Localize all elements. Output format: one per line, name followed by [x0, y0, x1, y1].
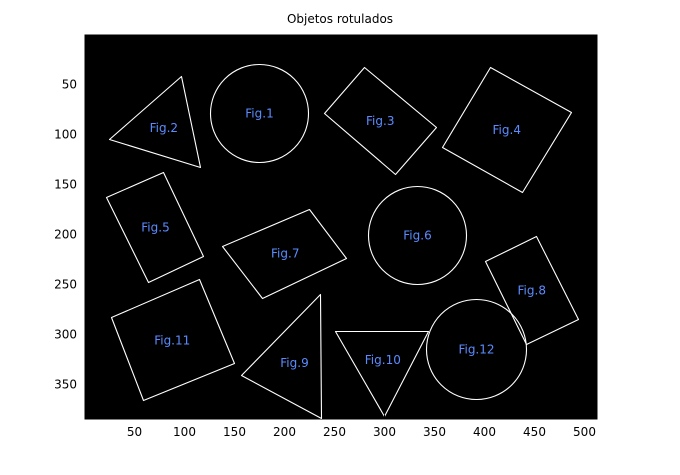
triangle-outline — [240, 293, 323, 420]
object-label: Fig.9 — [280, 356, 308, 370]
x-tick-label: 300 — [373, 425, 396, 439]
figure-title: Objetos rotulados — [287, 12, 393, 26]
x-tick-label: 500 — [573, 425, 596, 439]
rectangle-outline — [441, 66, 573, 194]
object-label: Fig.7 — [271, 246, 299, 260]
object-label: Fig.5 — [141, 220, 169, 234]
object-label: Fig.8 — [518, 284, 546, 298]
circle-outline — [425, 298, 528, 401]
x-tick-label: 200 — [273, 425, 296, 439]
y-axis-ticks: 50 100 150 200 250 300 350 — [54, 78, 597, 392]
y-tick-label: 200 — [54, 228, 77, 242]
x-tick-label: 450 — [523, 425, 546, 439]
y-tick-label: 50 — [62, 78, 77, 92]
object-label: Fig.12 — [458, 343, 494, 357]
image-axes — [84, 34, 598, 420]
x-axis-ticks: 50 100 150 200 250 300 350 400 450 500 — [127, 35, 596, 439]
object-label: Fig.1 — [245, 107, 273, 121]
rectangle-outline — [105, 171, 205, 284]
object-label: Fig.11 — [154, 333, 190, 347]
y-tick-label: 350 — [54, 378, 77, 392]
object-label: Fig.4 — [493, 123, 521, 137]
y-tick-label: 150 — [54, 178, 77, 192]
x-tick-label: 50 — [127, 425, 142, 439]
x-tick-label: 250 — [323, 425, 346, 439]
circle-outline — [209, 63, 310, 164]
y-tick-label: 300 — [54, 328, 77, 342]
rectangle-outline — [221, 208, 348, 300]
triangle-outline — [334, 330, 430, 418]
y-tick-label: 250 — [54, 278, 77, 292]
object-label: Fig.6 — [403, 229, 431, 243]
triangle-outline — [108, 75, 202, 169]
object-label: Fig.3 — [366, 114, 394, 128]
rectangle-outline — [323, 66, 438, 176]
x-tick-label: 350 — [423, 425, 446, 439]
y-tick-label: 100 — [54, 128, 77, 142]
circle-outline — [367, 185, 468, 286]
object-label: Fig.10 — [365, 353, 401, 367]
x-tick-label: 100 — [173, 425, 196, 439]
rectangle-outline — [110, 278, 236, 402]
object-outlines — [105, 63, 580, 420]
object-labels: Fig.1 Fig.2 Fig.3 Fig.4 Fig.5 Fig.6 Fig.7 Fig.8… — [141, 107, 546, 370]
x-tick-label: 400 — [473, 425, 496, 439]
object-label: Fig.2 — [150, 121, 178, 135]
x-tick-label: 150 — [223, 425, 246, 439]
